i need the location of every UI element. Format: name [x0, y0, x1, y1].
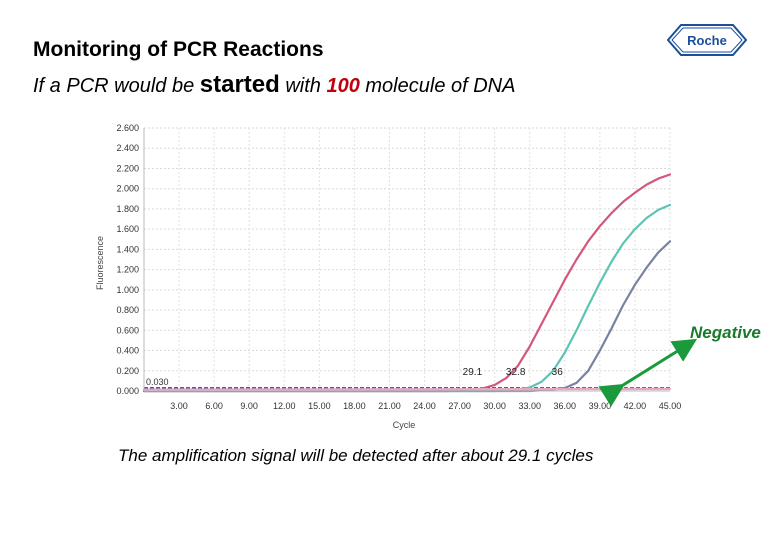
negative-arrow	[598, 338, 698, 407]
y-tick-label: 2.600	[116, 123, 139, 133]
y-tick-label: 1.000	[116, 285, 139, 295]
series-group	[142, 173, 672, 393]
y-tick-label: 1.200	[116, 265, 139, 275]
x-tick-label: 12.00	[273, 401, 296, 411]
ct-label-sample-2: 32.8	[506, 367, 526, 378]
x-tick-label: 27.00	[448, 401, 471, 411]
ct-labels: 29.1 32.8 36	[463, 367, 564, 378]
x-tick-label: 33.00	[518, 401, 541, 411]
series-line-sample-2	[142, 203, 672, 393]
y-tick-label: 0.200	[116, 366, 139, 376]
y-tick-label: 0.800	[116, 305, 139, 315]
subtitle-number: 100	[326, 75, 360, 97]
slide-title: Monitoring of PCR Reactions	[33, 38, 324, 61]
slide-subtitle: If a PCR would be started with 100 molec…	[33, 70, 613, 101]
series-line-sample-3	[142, 240, 672, 393]
amplification-chart: 0.030 0.000 0.200 0.400 0.600 0.800 1.000 1.20…	[95, 123, 681, 430]
y-tick-label: 1.400	[116, 244, 139, 254]
x-tick-label: 3.00	[170, 401, 188, 411]
threshold-label: 0.030	[146, 377, 169, 387]
y-tick-labels: 0.000 0.200 0.400 0.600 0.800 1.000 1.200 1.400…	[116, 123, 139, 396]
ct-label-sample-3: 36	[552, 367, 564, 378]
series-line-negative	[142, 387, 672, 391]
subtitle-part-2: with	[279, 75, 327, 97]
y-tick-label: 0.000	[116, 386, 139, 396]
y-tick-label: 0.600	[116, 325, 139, 335]
x-tick-label: 6.00	[205, 401, 223, 411]
x-tick-label: 9.00	[240, 401, 258, 411]
logo-text: Roche	[687, 33, 727, 48]
x-tick-label: 42.00	[624, 401, 647, 411]
y-tick-label: 1.600	[116, 224, 139, 234]
negative-label: Negative	[690, 323, 761, 342]
gridlines	[144, 127, 671, 392]
y-tick-label: 1.800	[116, 204, 139, 214]
subtitle-part-3: molecule of DNA	[359, 75, 516, 97]
x-tick-label: 39.00	[589, 401, 612, 411]
x-tick-label: 30.00	[483, 401, 506, 411]
subtitle-emphasis: started	[199, 71, 280, 98]
x-tick-label: 45.00	[659, 401, 682, 411]
y-axis-label: Fluorescence	[95, 236, 105, 290]
x-tick-label: 36.00	[554, 401, 577, 411]
x-tick-label: 21.00	[378, 401, 401, 411]
y-tick-label: 2.000	[116, 184, 139, 194]
caption: The amplification signal will be detecte…	[118, 446, 594, 465]
series-line-sample-1	[142, 173, 672, 393]
subtitle-part-1: If a PCR would be	[33, 75, 200, 97]
y-tick-label: 0.400	[116, 346, 139, 356]
x-tick-label: 18.00	[343, 401, 366, 411]
x-tick-label: 24.00	[413, 401, 436, 411]
x-axis-label: Cycle	[393, 420, 416, 430]
y-tick-label: 2.200	[116, 163, 139, 173]
roche-logo: Roche	[667, 24, 747, 56]
y-tick-label: 2.400	[116, 143, 139, 153]
threshold-group: 0.030	[144, 377, 670, 389]
ct-label-sample-1: 29.1	[463, 367, 483, 378]
x-tick-labels: 3.00 6.00 9.00 12.00 15.00 18.00 21.00 24.00 27.…	[170, 401, 681, 411]
x-tick-label: 15.00	[308, 401, 331, 411]
